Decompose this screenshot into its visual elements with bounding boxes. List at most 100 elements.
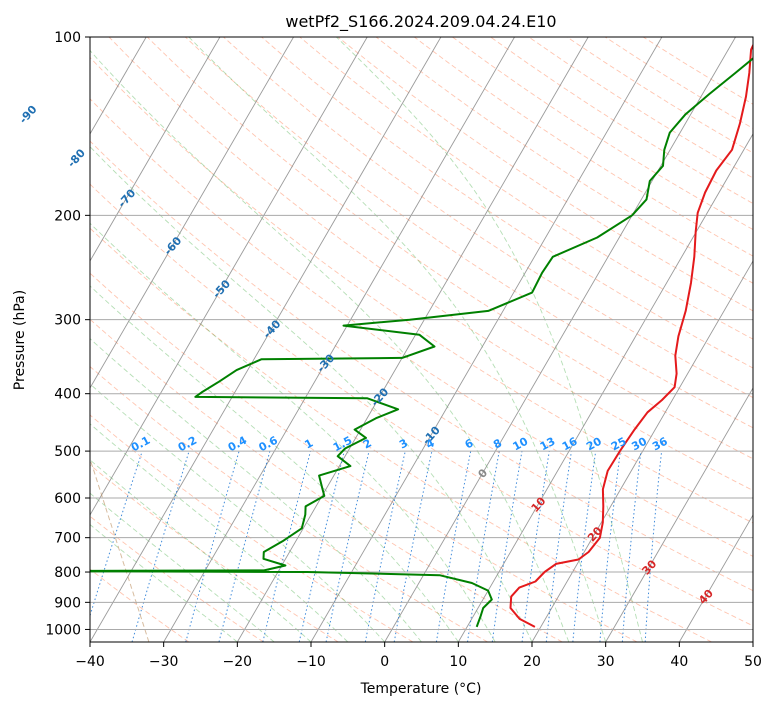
dry-adiabat [90, 318, 563, 642]
moist-adiabat [90, 383, 386, 642]
x-tick-label: 50 [744, 654, 762, 670]
x-tick-label: 30 [597, 654, 615, 670]
moist-adiabat [90, 222, 496, 642]
mixing-ratio-line [644, 451, 663, 642]
y-tick-label: 100 [54, 30, 81, 46]
mixing-ratio-line [131, 450, 190, 642]
dry-adiabat [261, 37, 753, 369]
dry-adiabat [337, 37, 753, 312]
mixing-ratio-label: 13 [538, 435, 558, 454]
dry-adiabat [90, 515, 264, 642]
x-axis-ticks: −40 −30 −20 −10 0 10 20 30 40 50 [75, 642, 762, 670]
moist-adiabat [90, 338, 422, 642]
mixing-ratio-line [521, 451, 550, 642]
mixing-ratio-line [325, 450, 370, 642]
mixing-ratio-line [90, 450, 143, 618]
mixing-ratio-line [218, 450, 271, 642]
mixing-ratio-label: 3 [397, 436, 410, 451]
dry-adiabat [90, 98, 753, 557]
y-tick-label: 700 [54, 531, 81, 547]
moist-adiabat [90, 49, 570, 642]
dry-adiabat [90, 414, 414, 642]
moist-adiabat [336, 37, 643, 642]
mixing-ratio-line [262, 450, 311, 642]
dewpoint-line [90, 57, 753, 628]
mixing-ratio-label: 30 [629, 435, 649, 454]
mixing-ratio-label: 16 [560, 435, 580, 454]
dry-adiabat [184, 37, 753, 429]
dry-adiabat [223, 37, 753, 399]
isotherm-line [531, 260, 753, 642]
isotherm-line [0, 37, 73, 642]
isotherm-line [90, 37, 442, 642]
moist-adiabat [90, 492, 275, 642]
isotherm-line [163, 37, 515, 642]
y-tick-label: 300 [54, 313, 81, 329]
x-axis-label: Temperature (°C) [360, 681, 482, 697]
mixing-ratio-line [545, 451, 572, 642]
dry-adiabat [452, 37, 753, 231]
dry-adiabat [90, 140, 753, 592]
background-reference-lines [0, 37, 753, 642]
y-tick-label: 900 [54, 595, 81, 611]
x-tick-label: −10 [296, 654, 326, 670]
y-tick-label: 1000 [45, 622, 81, 638]
dry-adiabat [90, 56, 753, 524]
mixing-ratio-label: 1 [302, 436, 315, 451]
isotherm-label: 30 [639, 557, 659, 577]
mixing-ratio-label: 20 [584, 435, 604, 454]
y-axis-ticks: 100 200 300 400 500 600 700 800 900 1000 [45, 30, 90, 638]
temperature-line [509, 43, 753, 628]
dry-adiabat [90, 365, 488, 642]
dry-adiabat [566, 37, 753, 154]
isotherm-line [752, 641, 753, 642]
mixing-ratio-line [621, 451, 642, 642]
x-tick-label: 10 [449, 654, 467, 670]
dry-adiabat [90, 227, 712, 642]
y-tick-label: 800 [54, 565, 81, 581]
moist-adiabat [90, 146, 533, 642]
x-tick-label: 40 [670, 654, 688, 670]
isotherm-line [457, 133, 753, 642]
x-tick-label: −20 [223, 654, 253, 670]
mixing-ratio-line [298, 450, 345, 642]
dry-adiabat [90, 183, 753, 627]
y-tick-label: 500 [54, 444, 81, 460]
dry-adiabat [375, 37, 753, 284]
isotherm-label: -90 [17, 103, 40, 127]
isotherm-line [310, 37, 663, 642]
isotherm-label: 40 [696, 587, 716, 607]
x-tick-label: 20 [523, 654, 541, 670]
mixing-ratio-line [185, 450, 240, 642]
isotherm-label: -80 [65, 146, 88, 170]
dry-adiabat [90, 568, 190, 642]
y-tick-label: 200 [54, 208, 81, 224]
inline-line-labels: 0.10.20.40.611.52346810131620253036-100-… [17, 103, 717, 607]
isotherm-line [605, 387, 753, 642]
dry-adiabat [604, 37, 753, 129]
isotherm-line [678, 514, 753, 642]
moist-adiabat [90, 285, 459, 642]
x-tick-label: −30 [149, 654, 179, 670]
moist-adiabat [90, 423, 349, 642]
mixing-ratio-label: 25 [609, 435, 629, 454]
y-axis-label: Pressure (hPa) [12, 290, 28, 390]
x-tick-label: 0 [380, 654, 389, 670]
dry-adiabat [90, 272, 638, 642]
dry-adiabat [414, 37, 753, 257]
reference-curve [90, 457, 150, 642]
y-tick-label: 400 [54, 387, 81, 403]
pressure-gridlines [90, 37, 753, 630]
isotherm-label: 0 [476, 466, 491, 481]
mixing-ratio-line [435, 451, 472, 642]
mixing-ratio-line [491, 451, 523, 642]
chart-title: wetPf2_S166.2024.209.04.24.E10 [285, 12, 556, 32]
moist-adiabat [90, 523, 238, 642]
isotherm-label: 10 [529, 494, 549, 514]
x-tick-label: −40 [75, 654, 105, 670]
isotherm-line [90, 37, 294, 389]
mixing-ratio-line [393, 450, 433, 642]
mixing-ratio-label: 36 [650, 435, 670, 454]
mixing-ratio-line [572, 451, 597, 642]
